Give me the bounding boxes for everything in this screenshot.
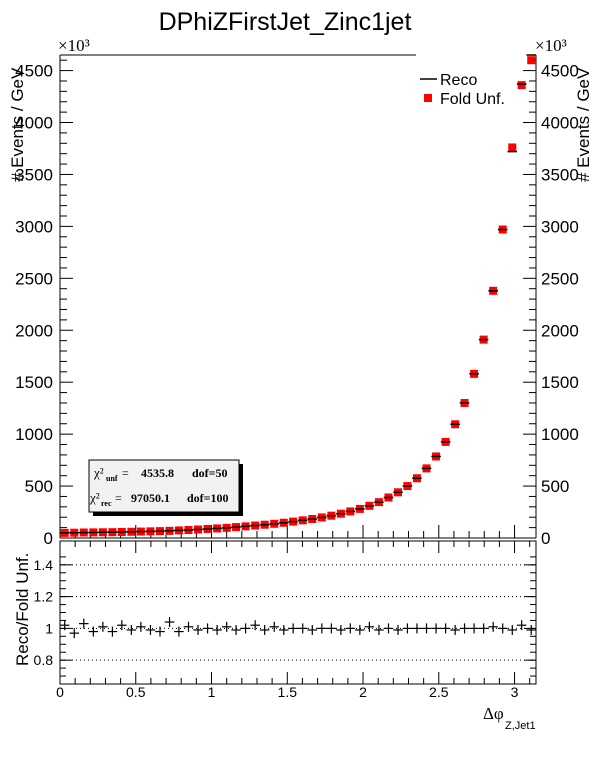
- ratio-grid-lines: [60, 564, 536, 661]
- main-ytick-label-right: 4500: [541, 62, 579, 81]
- ratio-x-ticks: 0 0.5 1 1.5 2 2.5 3: [56, 541, 531, 700]
- main-ytick-label-left: 1000: [15, 425, 53, 444]
- ratio-xtick-label: 1.5: [278, 684, 298, 700]
- stats-box-frame: [88, 459, 240, 513]
- chi2-stats-box: χ² unf = 4535.8 dof=50 χ² rec = 97050.1 …: [88, 459, 243, 516]
- x-axis-title-main: Δφ: [483, 704, 504, 723]
- main-ytick-label-left: 2000: [15, 321, 53, 340]
- fold-unf-point: [517, 81, 526, 90]
- ratio-y-ticks: 0.8 1 1.2 1.4: [34, 556, 536, 677]
- chi2-unf-dof: dof=50: [192, 466, 228, 480]
- main-ytick-label-left: 4500: [15, 62, 53, 81]
- ratio-xtick-label: 2: [359, 684, 367, 700]
- legend-fold-label: Fold Unf.: [440, 91, 505, 108]
- legend-reco-label: Reco: [440, 72, 477, 89]
- ratio-ytick-label: 0.8: [34, 652, 54, 668]
- chi2-unf-symbol: χ²: [93, 465, 104, 480]
- main-panel: 0 0 500 500 1000 1000 1500 1500 2000 2000 2500 2500…: [15, 54, 579, 548]
- main-ytick-label-right: 1500: [541, 373, 579, 392]
- main-ytick-label-left: 0: [44, 529, 53, 548]
- ratio-xtick-label: 1: [208, 684, 216, 700]
- x-axis-title-subscript: Z,Jet1: [505, 720, 536, 732]
- chart-title: DPhiZFirstJet_Zinc1jet: [159, 8, 412, 36]
- main-ytick-label-right: 4000: [541, 114, 579, 133]
- x-axis-title: Δφ Z,Jet1: [483, 704, 536, 732]
- ratio-ytick-label: 1.4: [34, 557, 54, 573]
- chi2-rec-value: 97050.1: [131, 491, 170, 505]
- chi2-rec-dof: dof=100: [187, 491, 229, 505]
- ratio-xtick-label: 2.5: [429, 684, 449, 700]
- main-data-points: [59, 54, 536, 537]
- ratio-panel: 0.8 1 1.2 1.4 0 0.5 1 1.5 2 2.5 3: [34, 540, 537, 700]
- main-ytick-label-right: 3500: [541, 165, 579, 184]
- y-exponent-right: ×10³: [535, 36, 567, 55]
- chi2-rec-subscript: rec: [101, 499, 112, 508]
- main-ytick-label-left: 500: [25, 477, 53, 496]
- main-ytick-label-left: 3500: [15, 165, 53, 184]
- legend-fold-marker: [424, 94, 432, 102]
- chi2-unf-equals: =: [122, 466, 129, 480]
- ratio-xtick-label: 3: [511, 684, 519, 700]
- fold-unf-point: [508, 143, 517, 152]
- main-ytick-label-left: 3000: [15, 217, 53, 236]
- ratio-ytick-label: 1.2: [34, 589, 54, 605]
- ratio-ytick-label: 1: [45, 620, 53, 636]
- y-axis-title-right: # Events / GeV: [574, 67, 593, 182]
- chi2-rec-equals: =: [115, 491, 122, 505]
- y-axis-title-left: # Events / GeV: [8, 67, 27, 182]
- main-ytick-label-right: 2000: [541, 321, 579, 340]
- chi2-unf-value: 4535.8: [141, 466, 174, 480]
- main-ytick-label-right: 500: [541, 477, 569, 496]
- ratio-xtick-label: 0.5: [126, 684, 146, 700]
- main-ytick-label-right: 3000: [541, 217, 579, 236]
- fold-unf-point: [527, 56, 536, 65]
- main-ytick-label-left: 1500: [15, 373, 53, 392]
- main-ytick-label-left: 4000: [15, 114, 53, 133]
- chi2-unf-subscript: unf: [106, 474, 118, 483]
- main-ytick-label-right: 1000: [541, 425, 579, 444]
- ratio-data-points: [59, 617, 536, 639]
- main-ytick-label-right: 0: [541, 529, 550, 548]
- ratio-y-axis-title: Reco/Fold Unf.: [13, 553, 32, 666]
- main-ytick-label-left: 2500: [15, 269, 53, 288]
- chi2-rec-symbol: χ²: [89, 490, 100, 505]
- main-ytick-label-right: 2500: [541, 269, 579, 288]
- y-exponent-left: ×10³: [58, 36, 90, 55]
- main-y-ticks: 0 0 500 500 1000 1000 1500 1500 2000 2000 2500 2500…: [15, 59, 579, 548]
- legend: Reco Fold Unf.: [420, 72, 505, 108]
- ratio-xtick-label: 0: [56, 684, 64, 700]
